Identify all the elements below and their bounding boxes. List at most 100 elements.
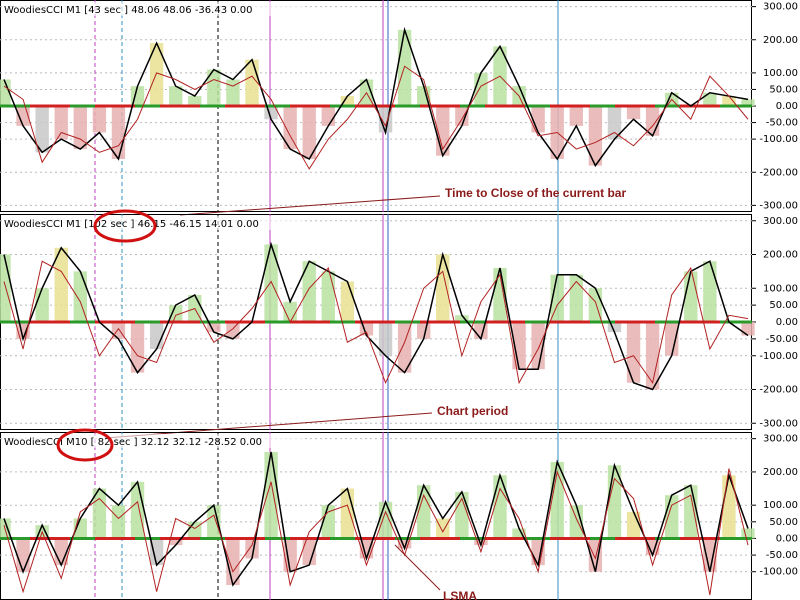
y-tick-label: -50.00 bbox=[766, 334, 798, 345]
annotation: Time to Close of the current bar bbox=[445, 186, 626, 200]
histogram-bar bbox=[16, 538, 30, 572]
histogram-bar bbox=[321, 271, 335, 322]
histogram-bar bbox=[245, 59, 259, 106]
histogram-bar bbox=[588, 106, 603, 166]
y-tick-label: 50.00 bbox=[769, 517, 798, 528]
y-tick-label: 50.00 bbox=[769, 300, 798, 311]
cci-line bbox=[3, 26, 749, 168]
y-tick-label: 50.00 bbox=[769, 84, 798, 95]
highlight-ellipse bbox=[56, 428, 114, 462]
histogram-bar bbox=[569, 505, 583, 539]
y-tick-label: 300.00 bbox=[763, 2, 798, 13]
histogram-bar bbox=[188, 521, 202, 539]
histogram-bar bbox=[741, 528, 755, 539]
y-tick-label: 0.00 bbox=[776, 317, 798, 328]
histogram-bar bbox=[378, 501, 393, 539]
histogram-bar bbox=[111, 322, 126, 339]
histogram-bar bbox=[607, 322, 622, 333]
histogram-bar bbox=[283, 106, 297, 150]
histogram-bar bbox=[512, 322, 526, 370]
histogram-bar bbox=[169, 86, 183, 106]
histogram-bar bbox=[741, 99, 755, 106]
histogram-bar bbox=[169, 538, 183, 546]
histogram-bar bbox=[321, 106, 335, 126]
histogram-bar bbox=[665, 495, 679, 539]
histogram-bar bbox=[436, 518, 450, 539]
histogram-bar bbox=[665, 322, 679, 356]
y-tick-label: 200.00 bbox=[763, 250, 798, 261]
y-tick-label: 200.00 bbox=[763, 467, 798, 478]
histogram-bar bbox=[684, 485, 698, 539]
histogram-bar bbox=[149, 322, 164, 349]
y-tick-label: -100.00 bbox=[759, 134, 798, 145]
histogram-bar bbox=[569, 106, 583, 126]
y-tick-label: 100.00 bbox=[763, 500, 798, 511]
histogram-bar bbox=[684, 271, 698, 322]
histogram-bar bbox=[302, 106, 316, 159]
histogram-bar bbox=[531, 322, 545, 370]
y-tick-label: -200.00 bbox=[759, 167, 798, 178]
histogram-bar bbox=[340, 96, 355, 106]
histogram-bar bbox=[340, 488, 355, 539]
histogram-bar bbox=[722, 96, 736, 106]
histogram-bar bbox=[302, 538, 316, 566]
histogram-bar bbox=[474, 538, 488, 546]
histogram-bar bbox=[264, 451, 278, 539]
histogram-bar bbox=[226, 79, 240, 106]
histogram-bar bbox=[607, 106, 622, 140]
histogram-bar bbox=[111, 106, 126, 159]
histogram-bar bbox=[130, 322, 145, 373]
histogram-bar bbox=[550, 274, 564, 322]
cci-line bbox=[3, 468, 749, 596]
y-tick-label: 300.00 bbox=[763, 434, 798, 445]
histogram-bar bbox=[111, 505, 126, 539]
histogram-bar bbox=[130, 481, 145, 539]
y-tick-label: 300.00 bbox=[763, 216, 798, 227]
histogram-bar bbox=[149, 43, 164, 106]
panel-header: WoodiesCCI M1 [43 sec ] 48.06 48.06 -36.… bbox=[4, 5, 253, 16]
y-tick-label: -200.00 bbox=[759, 385, 798, 396]
histogram-bar bbox=[35, 288, 49, 322]
histogram-bar bbox=[73, 271, 87, 322]
histogram-bar bbox=[703, 261, 717, 322]
annotation-leader bbox=[394, 544, 441, 591]
y-tick-label: -300.00 bbox=[759, 418, 798, 429]
y-tick-label: 0.00 bbox=[776, 101, 798, 112]
histogram-bar bbox=[741, 322, 755, 336]
histogram-bar bbox=[645, 322, 660, 390]
histogram-bar bbox=[340, 281, 355, 322]
histogram-bar bbox=[92, 106, 107, 133]
histogram-bar bbox=[169, 305, 183, 322]
histogram-bar bbox=[188, 96, 202, 106]
y-tick-label: -300.00 bbox=[759, 200, 798, 211]
histogram-bar bbox=[455, 106, 469, 126]
panel-header: WoodiesCCI M10 [ 82 sec ] 32.12 32.12 -2… bbox=[4, 437, 262, 448]
y-tick-label: 0.00 bbox=[776, 533, 798, 544]
histogram-bar bbox=[302, 261, 316, 322]
histogram-bar bbox=[54, 247, 68, 322]
annotation: Chart period bbox=[437, 404, 508, 418]
histogram-bar bbox=[149, 538, 164, 566]
histogram-bar bbox=[455, 315, 469, 322]
panel-header: WoodiesCCI M1 [102 sec ] 46.15 -46.15 14… bbox=[4, 219, 259, 230]
header-bg bbox=[2, 216, 302, 230]
histogram-bar bbox=[703, 92, 717, 106]
cci-line bbox=[3, 65, 749, 170]
highlight-ellipse bbox=[93, 209, 157, 243]
cci-line bbox=[3, 241, 749, 391]
histogram-bar bbox=[626, 106, 641, 120]
histogram-bar bbox=[588, 538, 603, 572]
header-bg bbox=[2, 2, 302, 16]
histogram-bar bbox=[626, 322, 641, 383]
histogram-bar bbox=[569, 274, 583, 322]
y-tick-label: 200.00 bbox=[763, 35, 798, 46]
cci-line bbox=[3, 260, 749, 385]
y-tick-label: -100.00 bbox=[759, 351, 798, 362]
histogram-bar bbox=[0, 79, 11, 106]
header-bg bbox=[2, 434, 302, 448]
annotation-leader bbox=[104, 412, 433, 439]
y-tick-label: -50.00 bbox=[766, 550, 798, 561]
histogram-bar bbox=[0, 254, 11, 322]
